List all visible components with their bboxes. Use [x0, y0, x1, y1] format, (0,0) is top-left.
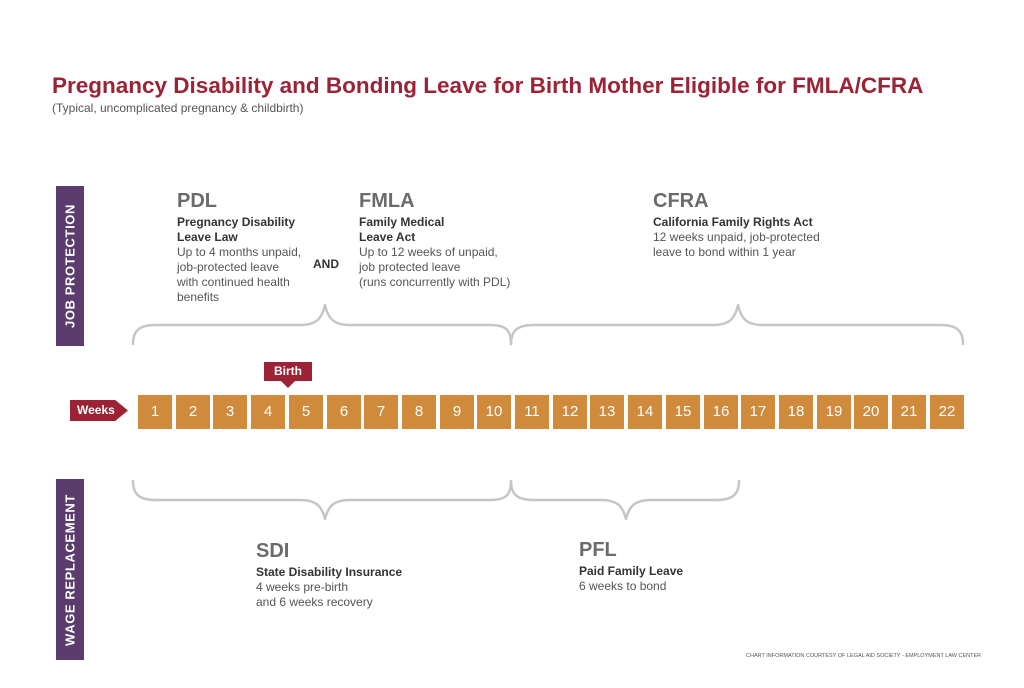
pdl-desc-line: with continued health	[177, 275, 290, 289]
pdl-abbr: PDL	[177, 190, 217, 212]
sdi-desc-line: and 6 weeks recovery	[256, 595, 373, 609]
week-cell-3: 3	[213, 395, 247, 429]
week-cell-13: 13	[590, 395, 624, 429]
pfl-desc-line: 6 weeks to bond	[579, 579, 667, 593]
birth-marker: Birth	[264, 362, 312, 388]
pdl-desc-line: Up to 4 months unpaid,	[177, 245, 302, 259]
wage-replacement-label: WAGE REPLACEMENT	[56, 479, 84, 660]
weeks-arrow-label: Weeks	[77, 403, 115, 417]
pfl-block: PFL Paid Family Leave 6 weeks to bond	[579, 538, 683, 594]
sdi-block: SDI State Disability Insurance 4 weeks p…	[256, 539, 402, 610]
sdi-name-line: State Disability Insurance	[256, 565, 403, 579]
job-protection-brace-cfra	[509, 303, 965, 346]
wage-replacement-brace-pfl	[509, 479, 741, 521]
fmla-abbr: FMLA	[359, 190, 415, 212]
week-cell-4: 4	[251, 395, 285, 429]
week-cell-18: 18	[779, 395, 813, 429]
sdi-desc-line: 4 weeks pre-birth	[256, 580, 349, 594]
page-subtitle: (Typical, uncomplicated pregnancy & chil…	[52, 101, 304, 115]
week-cell-21: 21	[892, 395, 926, 429]
and-label: AND	[313, 257, 339, 271]
pdl-name-line: Leave Law	[177, 230, 238, 244]
pdl-desc-line: benefits	[177, 290, 220, 304]
fmla-name-line: Family Medical	[359, 215, 445, 229]
week-cell-10: 10	[477, 395, 511, 429]
week-cell-12: 12	[553, 395, 587, 429]
page-title: Pregnancy Disability and Bonding Leave f…	[52, 73, 924, 98]
job-protection-brace-pdl-fmla	[131, 303, 513, 346]
week-cell-1: 1	[138, 395, 172, 429]
cfra-description: 12 weeks unpaid, job-protected leave to …	[653, 230, 820, 260]
week-cell-19: 19	[817, 395, 851, 429]
fmla-name-line: Leave Act	[359, 230, 416, 244]
week-cell-5: 5	[289, 395, 323, 429]
cfra-block: CFRA California Family Rights Act 12 wee…	[653, 189, 820, 260]
cfra-desc-line: leave to bond within 1 year	[653, 245, 796, 259]
pdl-name-line: Pregnancy Disability	[177, 215, 296, 229]
fmla-name: Family Medical Leave Act	[359, 215, 510, 245]
pfl-name: Paid Family Leave	[579, 564, 683, 579]
fmla-desc-line: job protected leave	[359, 260, 461, 274]
week-cell-15: 15	[666, 395, 700, 429]
week-cell-17: 17	[741, 395, 775, 429]
week-cell-9: 9	[440, 395, 474, 429]
job-protection-label-text: JOB PROTECTION	[62, 204, 78, 328]
cfra-desc-line: 12 weeks unpaid, job-protected	[653, 230, 820, 244]
sdi-abbr: SDI	[256, 540, 290, 562]
pfl-name-line: Paid Family Leave	[579, 564, 684, 578]
wage-replacement-label-text: WAGE REPLACEMENT	[62, 493, 78, 646]
fmla-desc-line: (runs concurrently with PDL)	[359, 275, 511, 289]
pdl-description: Up to 4 months unpaid, job-protected lea…	[177, 245, 301, 305]
week-cell-11: 11	[515, 395, 549, 429]
pdl-desc-line: job-protected leave	[177, 260, 280, 274]
fmla-desc-line: Up to 12 weeks of unpaid,	[359, 245, 498, 259]
cfra-name-line: California Family Rights Act	[653, 215, 813, 229]
week-cell-22: 22	[930, 395, 964, 429]
pfl-description: 6 weeks to bond	[579, 579, 683, 594]
sdi-name: State Disability Insurance	[256, 565, 402, 580]
week-cell-16: 16	[704, 395, 738, 429]
weeks-arrow: Weeks	[70, 400, 128, 421]
week-cell-6: 6	[327, 395, 361, 429]
week-cell-14: 14	[628, 395, 662, 429]
pdl-name: Pregnancy Disability Leave Law	[177, 215, 301, 245]
sdi-description: 4 weeks pre-birth and 6 weeks recovery	[256, 580, 402, 610]
wage-replacement-brace-sdi	[131, 479, 513, 521]
fmla-block: FMLA Family Medical Leave Act Up to 12 w…	[359, 189, 510, 290]
week-cell-20: 20	[854, 395, 888, 429]
week-cell-2: 2	[176, 395, 210, 429]
cfra-abbr: CFRA	[653, 190, 709, 212]
week-cell-8: 8	[402, 395, 436, 429]
pfl-abbr: PFL	[579, 539, 617, 561]
chart-credit: CHART INFORMATION COURTESY OF LEGAL AID …	[746, 653, 982, 659]
pdl-block: PDL Pregnancy Disability Leave Law Up to…	[177, 189, 301, 305]
fmla-description: Up to 12 weeks of unpaid, job protected …	[359, 245, 510, 290]
cfra-name: California Family Rights Act	[653, 215, 820, 230]
job-protection-label: JOB PROTECTION	[56, 186, 84, 346]
week-cell-7: 7	[364, 395, 398, 429]
